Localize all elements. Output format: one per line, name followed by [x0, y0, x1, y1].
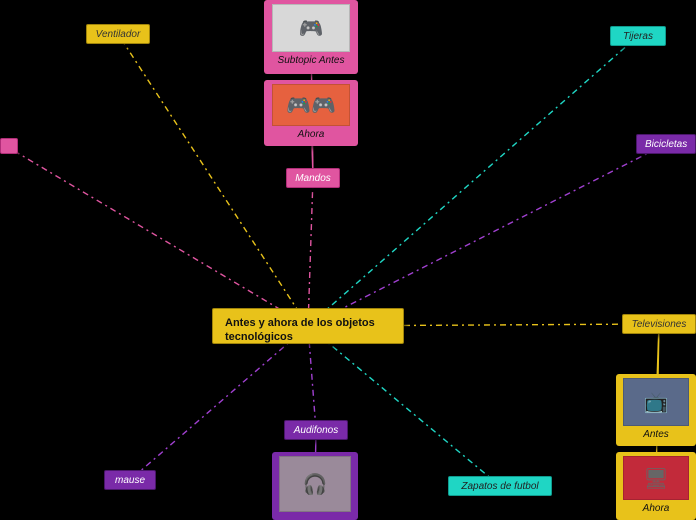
edge-central-ventilador — [118, 34, 308, 326]
node-label: Audifonos — [294, 425, 338, 436]
caption: Antes — [643, 429, 669, 440]
thumbnail: 🎮🎮 — [272, 84, 350, 126]
node-label: Zapatos de futbol — [461, 481, 538, 492]
node-ventilador[interactable]: Ventilador — [86, 24, 150, 44]
image-node-tv-ahora[interactable]: 🖥 Ahora — [616, 452, 696, 520]
edge-central-edge-left — [6, 146, 308, 326]
central-topic-label: Antes y ahora de los objetos tecnológico… — [225, 317, 375, 343]
thumbnail: 🖥 — [623, 456, 689, 500]
edge-central-mandos — [308, 178, 313, 326]
node-bicicletas[interactable]: Bicicletas — [636, 134, 696, 154]
node-audifonos[interactable]: Audifonos — [284, 420, 348, 440]
image-node-tv-antes[interactable]: 📺 Antes — [616, 374, 696, 446]
edges-layer — [0, 0, 696, 520]
node-zapatos[interactable]: Zapatos de futbol — [448, 476, 552, 496]
thumbnail: 🎮 — [272, 4, 350, 52]
node-label: mause — [115, 475, 145, 486]
node-tijeras[interactable]: Tijeras — [610, 26, 666, 46]
node-edge-left[interactable] — [0, 138, 18, 154]
edge-central-bicicletas — [308, 144, 666, 326]
node-label: Televisiones — [632, 319, 687, 330]
node-televisiones[interactable]: Televisiones — [622, 314, 696, 334]
node-label: Bicicletas — [645, 139, 687, 150]
caption: Ahora — [298, 129, 325, 140]
node-label: Ventilador — [96, 29, 141, 40]
image-node-mando-antes[interactable]: 🎮 Subtopic Antes — [264, 0, 358, 74]
node-mandos[interactable]: Mandos — [286, 168, 340, 188]
image-node-mando-ahora[interactable]: 🎮🎮 Ahora — [264, 80, 358, 146]
node-mause[interactable]: mause — [104, 470, 156, 490]
thumbnail: 📺 — [623, 378, 689, 426]
central-topic[interactable]: Antes y ahora de los objetos tecnológico… — [212, 308, 404, 344]
image-node-audifonos-img[interactable]: 🎧 — [272, 452, 358, 520]
caption: Ahora — [643, 503, 670, 514]
node-label: Tijeras — [623, 31, 653, 42]
thumbnail: 🎧 — [279, 456, 351, 512]
caption: Subtopic Antes — [278, 55, 345, 66]
node-label: Mandos — [295, 173, 331, 184]
edge-central-tijeras — [308, 36, 638, 326]
